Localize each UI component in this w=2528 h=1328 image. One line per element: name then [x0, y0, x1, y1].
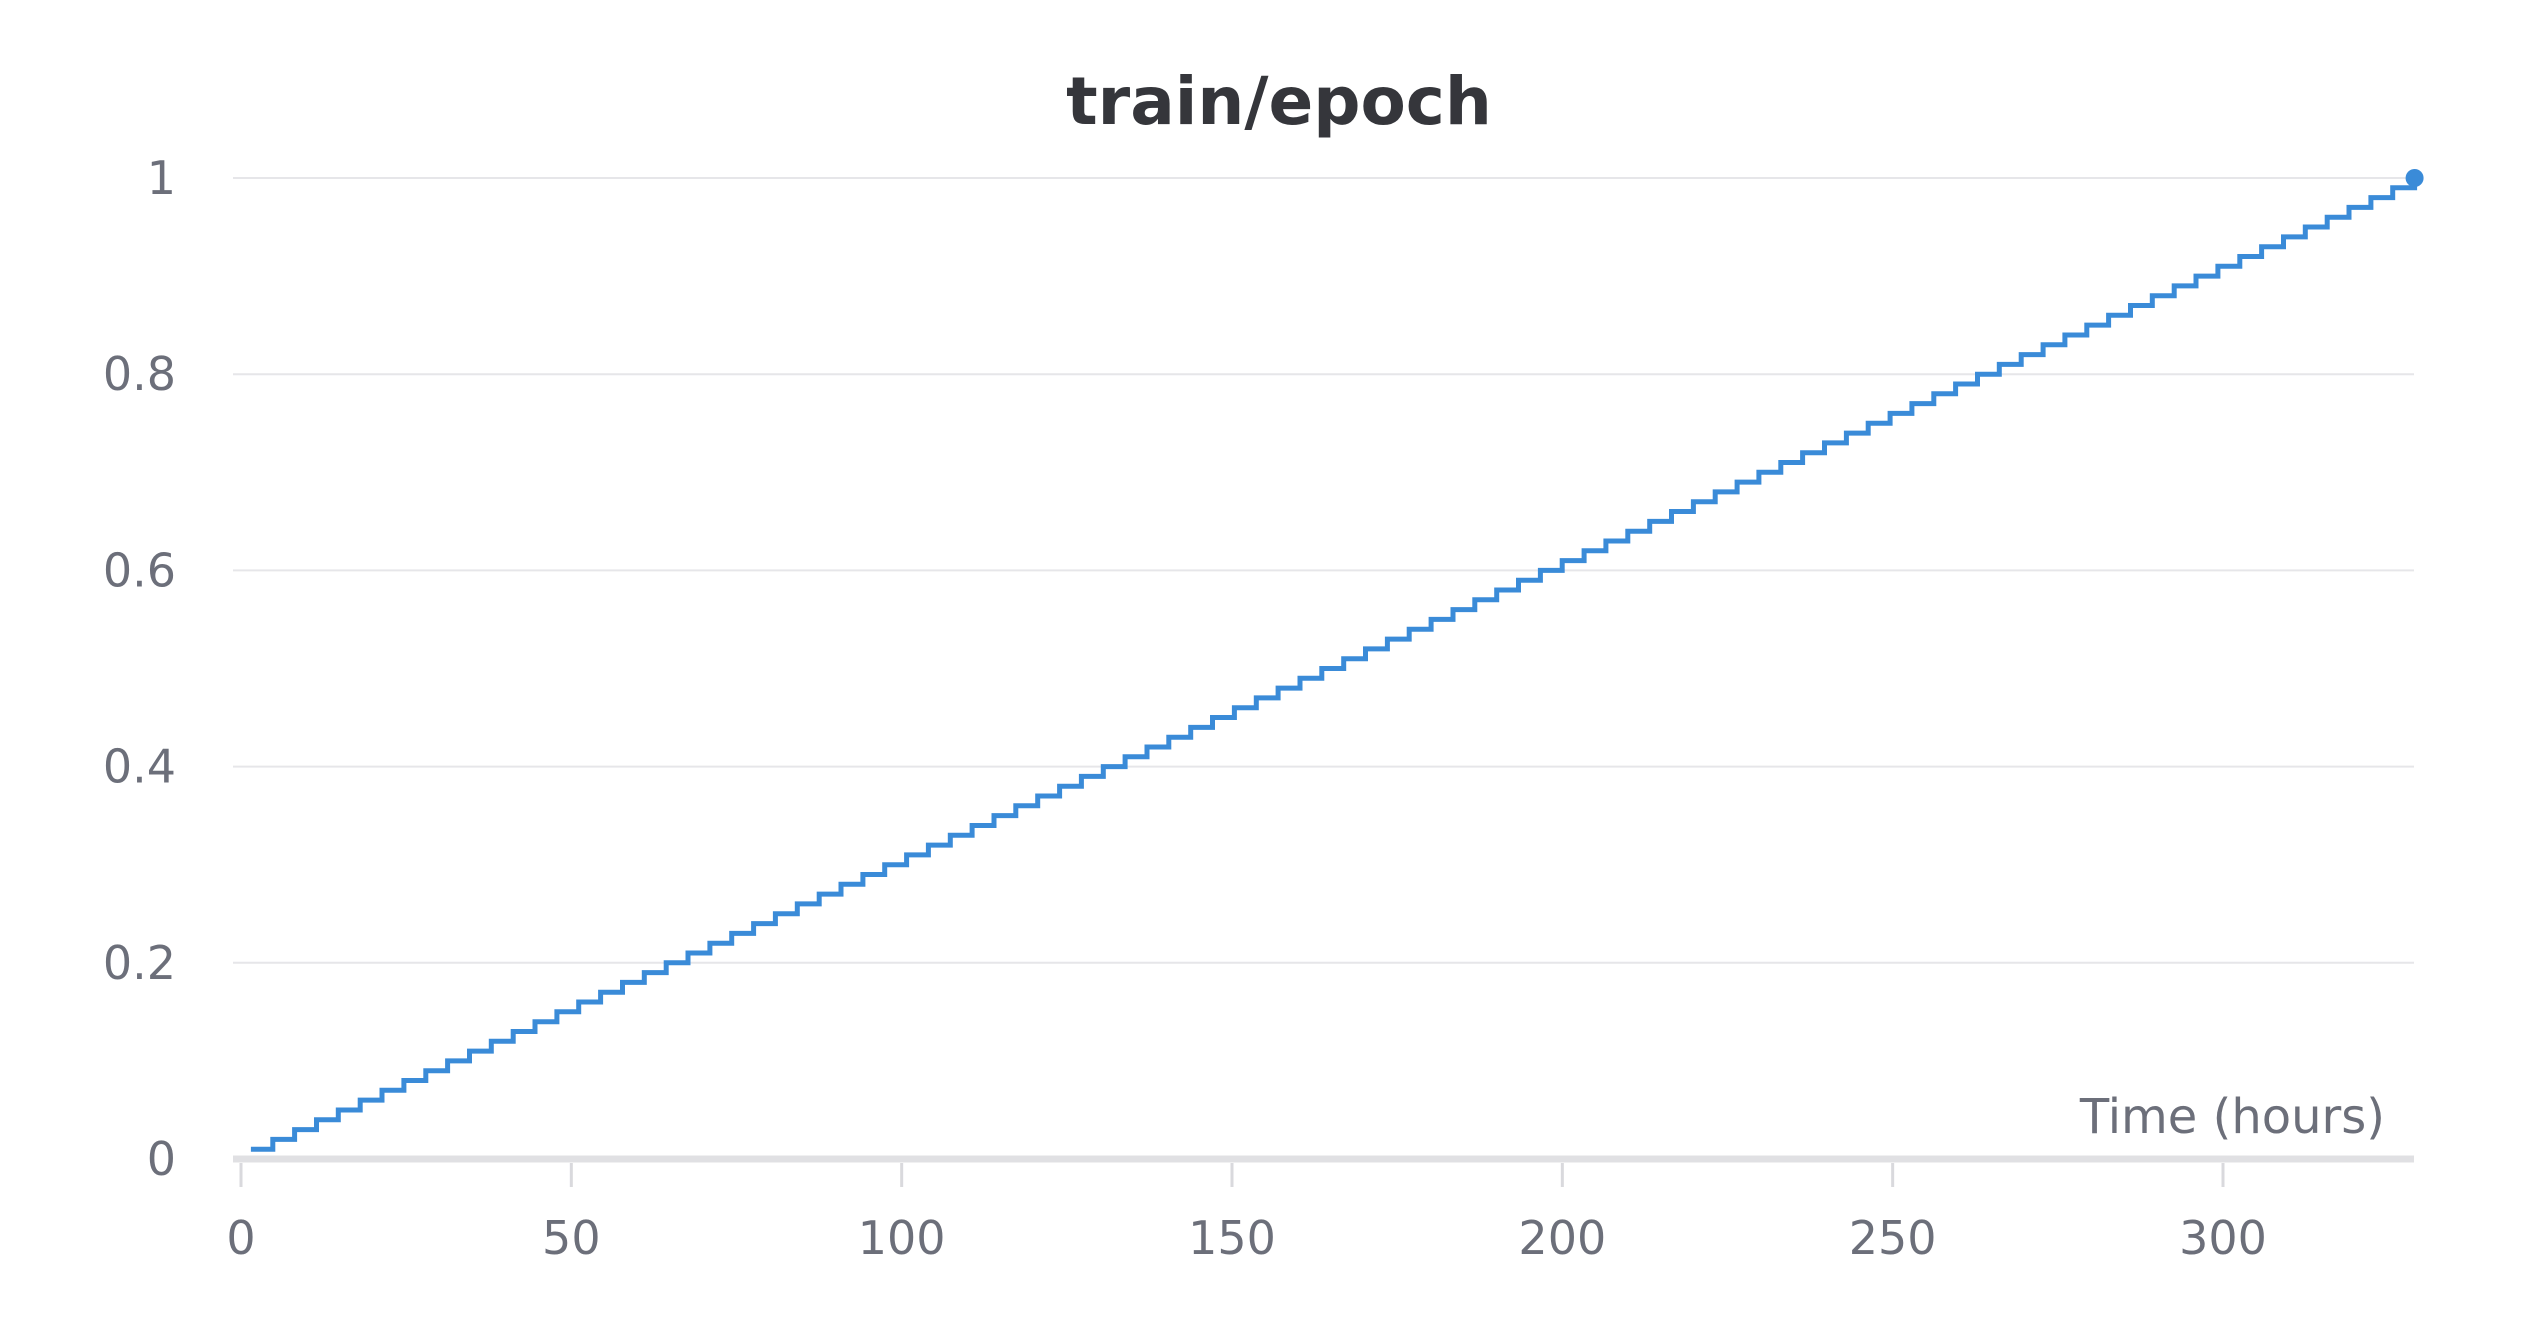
- gridlines: [233, 177, 2414, 964]
- y-tick-label: 1: [147, 151, 176, 205]
- x-tick-label: 150: [1188, 1211, 1276, 1265]
- x-tick-label: 100: [858, 1211, 946, 1265]
- y-tick-label: 0: [147, 1132, 176, 1186]
- y-axis: 0 0.2 0.4 0.6 0.8 1: [103, 151, 176, 1186]
- x-axis-title: Time (hours): [2079, 1089, 2385, 1145]
- y-tick-label: 0.2: [103, 936, 176, 990]
- chart-title: train/epoch: [1066, 63, 1492, 140]
- y-tick-label: 0.8: [103, 347, 176, 401]
- x-tick-label: 250: [1849, 1211, 1937, 1265]
- y-tick-label: 0.4: [103, 740, 176, 794]
- x-tick-label: 0: [226, 1211, 255, 1265]
- x-tick-label: 300: [2179, 1211, 2267, 1265]
- x-axis: 0 50 100 150 200 250 300: [226, 1155, 2414, 1265]
- y-tick-label: 0.6: [103, 543, 176, 597]
- series-end-point: [2405, 169, 2424, 187]
- x-tick-label: 200: [1518, 1211, 1606, 1265]
- series-line: [250, 178, 2418, 1152]
- series-layer: [250, 169, 2424, 1152]
- x-tick-label: 50: [542, 1211, 601, 1265]
